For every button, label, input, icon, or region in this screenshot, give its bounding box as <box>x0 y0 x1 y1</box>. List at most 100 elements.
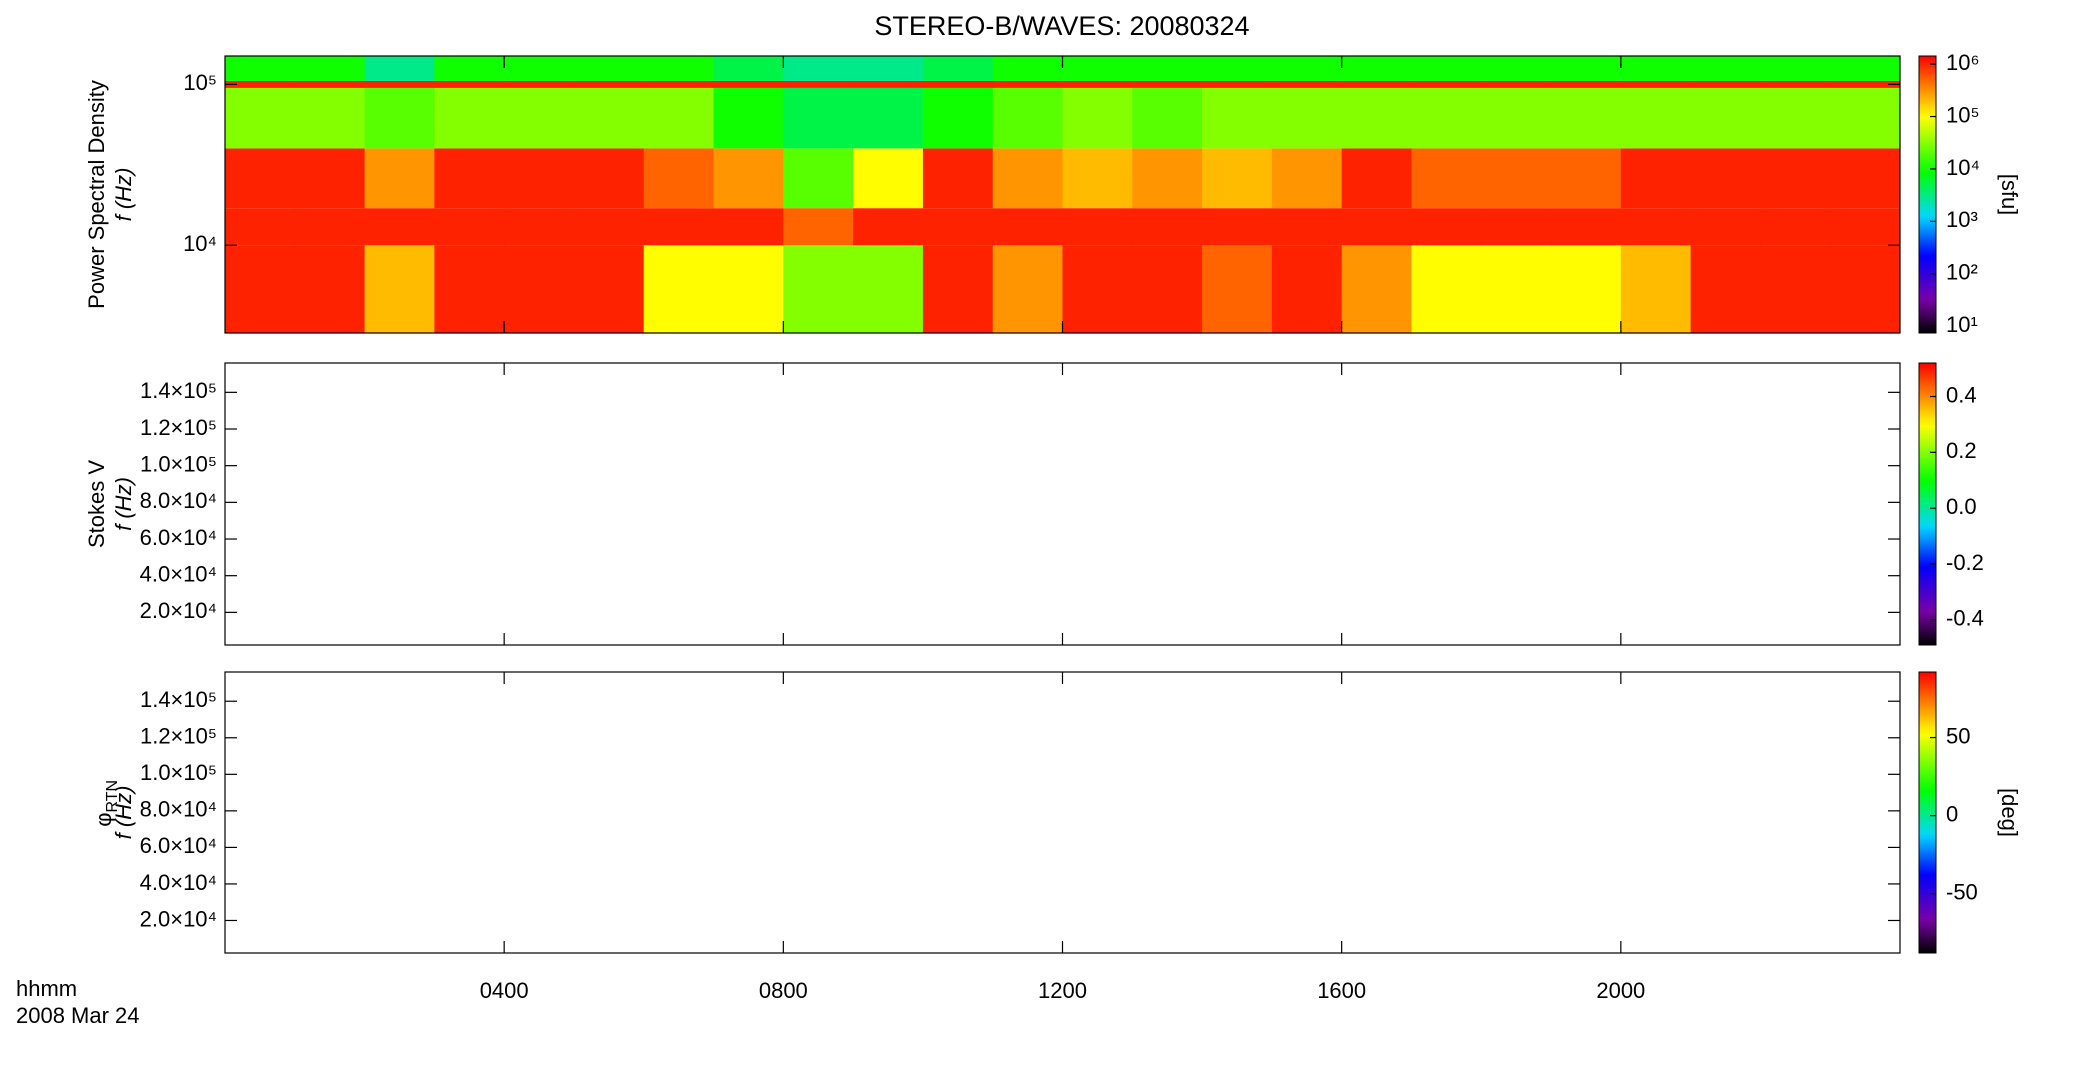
heat-cell <box>364 208 435 246</box>
heat-cell <box>1481 245 1552 333</box>
heat-cell <box>1830 87 1901 149</box>
heat-cell <box>1830 208 1901 246</box>
heat-cell <box>1341 56 1412 81</box>
heat-cell <box>504 56 575 81</box>
heat-cell <box>1760 245 1831 333</box>
heat-cell <box>713 208 784 246</box>
heat-cell <box>1202 87 1273 149</box>
heat-cell <box>434 87 505 149</box>
heat-cell <box>1132 208 1203 246</box>
heat-cell <box>1062 245 1133 333</box>
heat-cell <box>922 208 994 246</box>
heat-cell <box>992 148 1063 209</box>
x-axis-label: hhmm <box>16 976 77 1001</box>
colorbar-tick-label: 10¹ <box>1946 312 1978 337</box>
heat-cell <box>1830 56 1901 81</box>
heat-cell <box>504 87 575 149</box>
heat-cell <box>853 56 924 81</box>
heat-cell <box>1271 208 1343 246</box>
y-tick-label: 4.0×10⁴ <box>140 870 217 895</box>
heat-cell <box>713 56 784 81</box>
heat-cell <box>992 208 1063 246</box>
heat-cell <box>1551 245 1622 333</box>
heat-cell <box>434 56 505 81</box>
heat-cell <box>1411 80 1482 88</box>
heat-cell <box>853 245 924 333</box>
heat-cell <box>364 80 435 88</box>
heat-cell <box>1341 148 1412 209</box>
x-tick-label: 1600 <box>1317 978 1366 1003</box>
heat-cell <box>434 148 505 209</box>
y-tick-label: 1.0×10⁵ <box>140 760 217 785</box>
heat-cell <box>225 208 296 246</box>
heat-cell <box>853 87 924 149</box>
heat-cell <box>1551 80 1622 88</box>
heat-cell <box>364 56 435 81</box>
x-tick-label: 0400 <box>480 978 529 1003</box>
heat-cell <box>1760 87 1831 149</box>
heat-cell <box>1341 80 1412 88</box>
heat-cell <box>922 56 994 81</box>
heat-cell <box>1690 56 1761 81</box>
heat-cell <box>1411 245 1482 333</box>
colorbar-tick-label: 10³ <box>1946 207 1978 232</box>
heat-cell <box>643 245 715 333</box>
heat-cell <box>992 56 1063 81</box>
heat-cell <box>1481 148 1552 209</box>
heat-cell <box>643 148 715 209</box>
heat-cell <box>1830 80 1901 88</box>
chart-title: STEREO-B/WAVES: 20080324 <box>874 11 1249 41</box>
heat-cell <box>1760 148 1831 209</box>
y-axis-label-sub: RTN <box>104 780 121 813</box>
heat-cell <box>573 208 645 246</box>
heat-cell <box>1341 245 1412 333</box>
heat-cell <box>1620 87 1692 149</box>
heat-cell <box>573 245 645 333</box>
heat-cell <box>294 208 366 246</box>
colorbar-label: [sfu] <box>1997 174 2022 216</box>
heat-cell <box>1062 56 1133 81</box>
heat-cell <box>1690 87 1761 149</box>
heat-cell <box>1551 56 1622 81</box>
heat-cell <box>643 80 715 88</box>
y-tick-label: 1.4×10⁵ <box>140 378 217 403</box>
heat-cell <box>294 80 366 88</box>
heat-cell <box>1830 148 1901 209</box>
heat-cell <box>783 80 854 88</box>
heat-cell <box>1411 87 1482 149</box>
heat-cell <box>1690 80 1761 88</box>
heat-cell <box>294 87 366 149</box>
heat-cell <box>1062 148 1133 209</box>
y-tick-label: 8.0×10⁴ <box>140 797 217 822</box>
heat-cell <box>922 148 994 209</box>
heat-cell <box>1271 245 1343 333</box>
heat-cell <box>1202 80 1273 88</box>
heat-cell <box>1132 245 1203 333</box>
heat-cell <box>1271 148 1343 209</box>
heat-cell <box>1551 148 1622 209</box>
heat-cell <box>1411 56 1482 81</box>
heat-cell <box>1411 148 1482 209</box>
colorbar-tick-label: 0.2 <box>1946 438 1977 463</box>
y-tick-label: 1.0×10⁵ <box>140 451 217 476</box>
y-tick-label: 6.0×10⁴ <box>140 833 217 858</box>
heat-cell <box>922 245 994 333</box>
y-axis-label: Stokes V <box>84 460 109 548</box>
heat-cell <box>783 245 854 333</box>
heat-cell <box>1341 87 1412 149</box>
heat-cell <box>1271 87 1343 149</box>
colorbar <box>1918 362 1937 646</box>
colorbar-tick-label: 0.0 <box>1946 494 1977 519</box>
heat-cell <box>225 87 296 149</box>
heat-cell <box>1202 245 1273 333</box>
y-axis-label: f (Hz) <box>111 786 136 840</box>
heat-cell <box>1620 208 1692 246</box>
heat-cell <box>1690 245 1761 333</box>
heat-cell <box>364 245 435 333</box>
heat-cell <box>1202 208 1273 246</box>
y-axis-label: Power Spectral Density <box>84 80 109 309</box>
heat-cell <box>713 80 784 88</box>
x-tick-label: 0800 <box>759 978 808 1003</box>
heat-cell <box>643 56 715 81</box>
heat-cell <box>1620 148 1692 209</box>
